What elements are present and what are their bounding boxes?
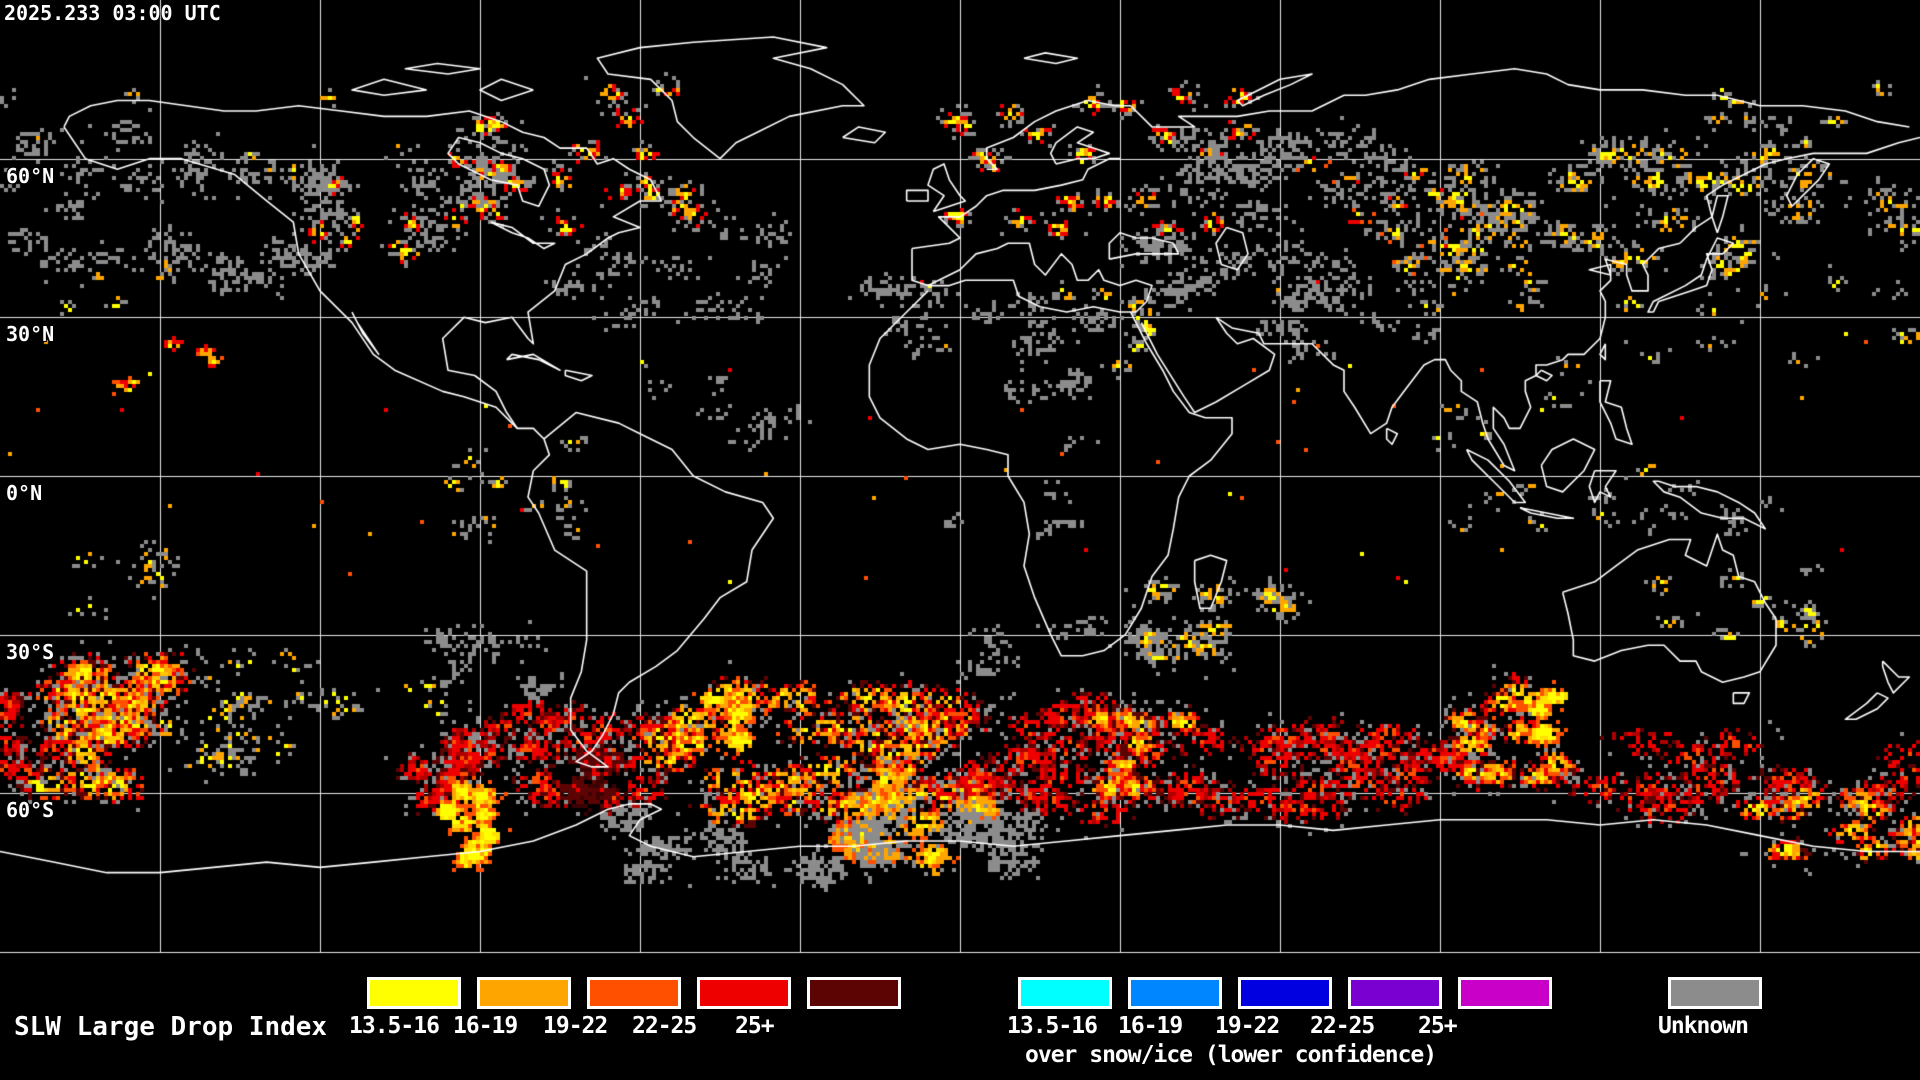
lat-label-0n: 0°N: [6, 481, 43, 505]
legend-swatch-snowice-3: [1348, 977, 1442, 1009]
legend-swatch-unknown: [1668, 977, 1762, 1009]
legend-label-standard-2: 19-22: [543, 1013, 608, 1039]
legend-label-snowice-2: 19-22: [1215, 1013, 1280, 1039]
legend-swatch-snowice-1: [1128, 977, 1222, 1009]
legend-label-snowice-1: 16-19: [1118, 1013, 1183, 1039]
legend-swatch-snowice-0: [1018, 977, 1112, 1009]
lat-label-30s: 30°S: [6, 640, 55, 664]
legend-swatch-standard-0: [367, 977, 461, 1009]
legend-swatch-standard-1: [477, 977, 571, 1009]
legend-label-unknown: Unknown: [1658, 1013, 1749, 1039]
legend-label-standard-1: 16-19: [453, 1013, 518, 1039]
legend-swatch-standard-2: [587, 977, 681, 1009]
legend-swatch-standard-4: [807, 977, 901, 1009]
timestamp: 2025.233 03:00 UTC: [4, 1, 221, 25]
legend-label-snowice-0: 13.5-16: [1007, 1013, 1098, 1039]
legend-swatch-snowice-2: [1238, 977, 1332, 1009]
lat-label-60s: 60°S: [6, 798, 55, 822]
legend-label-snowice-4: 25+: [1418, 1013, 1458, 1039]
lat-label-60n: 60°N: [6, 164, 55, 188]
legend-title: SLW Large Drop Index: [14, 1012, 328, 1042]
lat-label-30n: 30°N: [6, 322, 55, 346]
legend-snowice-caption: over snow/ice (lower confidence): [1025, 1042, 1437, 1068]
legend-label-snowice-3: 22-25: [1310, 1013, 1375, 1039]
legend-label-standard-3: 22-25: [632, 1013, 697, 1039]
legend-swatch-snowice-4: [1458, 977, 1552, 1009]
legend-label-standard-4: 25+: [735, 1013, 775, 1039]
legend-swatch-standard-3: [697, 977, 791, 1009]
legend-label-standard-0: 13.5-16: [349, 1013, 440, 1039]
